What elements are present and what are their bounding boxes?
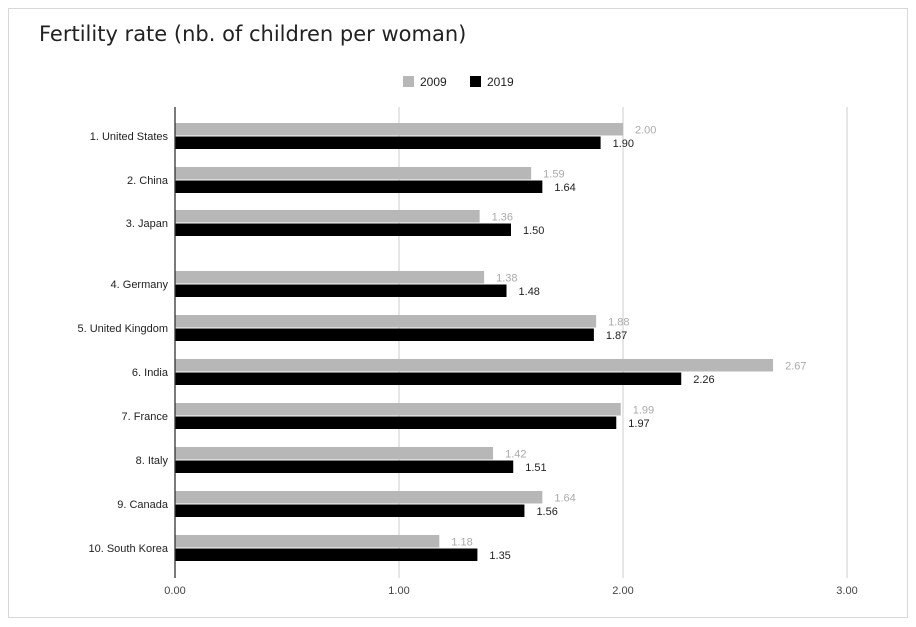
bar-2009 [175, 359, 773, 372]
data-label-2019: 1.87 [606, 330, 627, 342]
bar-2019 [175, 285, 507, 298]
bar-2019 [175, 181, 542, 194]
legend-label-2019: 2019 [487, 75, 514, 89]
bar-2019 [175, 224, 511, 237]
data-label-2009: 1.64 [554, 493, 575, 505]
category-label: 3. Japan [126, 218, 168, 230]
data-label-2019: 1.90 [613, 138, 634, 150]
category-label: 1. United States [90, 131, 169, 143]
data-label-2009: 2.67 [785, 361, 806, 373]
category-label: 10. South Korea [88, 543, 168, 555]
bar-2009 [175, 315, 596, 328]
bar-2009 [175, 271, 484, 284]
bar-2009 [175, 123, 623, 136]
category-label: 7. France [122, 411, 168, 423]
data-label-2019: 1.97 [628, 418, 649, 430]
x-tick-label: 0.00 [164, 585, 185, 597]
x-tick-label: 2.00 [612, 585, 633, 597]
category-label: 8. Italy [136, 455, 169, 467]
legend-label-2009: 2009 [420, 75, 447, 89]
legend-swatch-2019 [470, 76, 481, 87]
data-label-2009: 1.36 [492, 212, 513, 224]
bar-2009 [175, 491, 542, 504]
data-label-2019: 1.56 [536, 506, 557, 518]
bar-2009 [175, 210, 480, 223]
data-label-2009: 1.88 [608, 317, 629, 329]
bar-2019 [175, 329, 594, 342]
bar-2019 [175, 549, 477, 562]
bar-2009 [175, 447, 493, 460]
bar-2019 [175, 373, 681, 386]
data-label-2019: 1.48 [519, 286, 540, 298]
data-label-2009: 1.59 [543, 169, 564, 181]
bar-2019 [175, 505, 524, 518]
data-label-2019: 1.64 [554, 182, 575, 194]
data-label-2019: 1.35 [489, 550, 510, 562]
x-tick-label: 1.00 [388, 585, 409, 597]
x-tick-label: 3.00 [836, 585, 857, 597]
data-label-2009: 1.42 [505, 449, 526, 461]
category-label: 9. Canada [117, 499, 169, 511]
data-label-2019: 1.51 [525, 462, 546, 474]
data-label-2019: 1.50 [523, 225, 544, 237]
bar-2019 [175, 417, 616, 430]
data-label-2009: 1.38 [496, 273, 517, 285]
category-label: 4. Germany [111, 279, 169, 291]
category-label: 2. China [127, 175, 169, 187]
legend-swatch-2009 [403, 76, 414, 87]
bar-2009 [175, 535, 439, 548]
bar-2019 [175, 137, 601, 150]
category-label: 5. United Kingdom [78, 323, 169, 335]
data-label-2009: 2.00 [635, 125, 656, 137]
bar-2019 [175, 461, 513, 474]
data-label-2019: 2.26 [693, 374, 714, 386]
data-label-2009: 1.99 [633, 405, 654, 417]
data-label-2009: 1.18 [451, 537, 472, 549]
bar-2009 [175, 403, 621, 416]
bar-2009 [175, 167, 531, 180]
category-label: 6. India [132, 367, 169, 379]
